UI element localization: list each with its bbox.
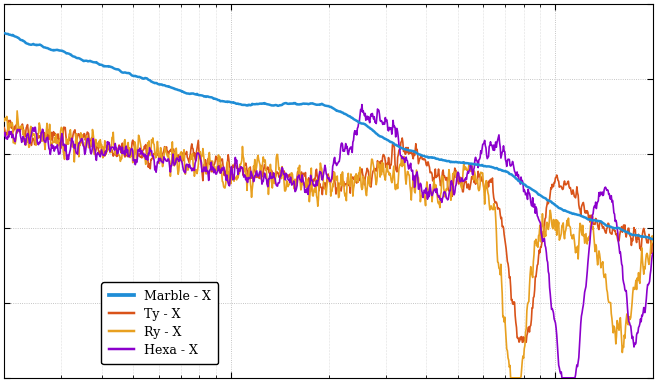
Ry - X: [0, 119, 8, 123]
Ty - X: [522, 340, 530, 345]
Hexa - X: [358, 102, 366, 107]
Ry - X: [13, 108, 21, 113]
Ty - X: [649, 241, 657, 246]
Ty - X: [6, 118, 14, 123]
Legend: Marble - X, Ty - X, Ry - X, Hexa - X: Marble - X, Ty - X, Ry - X, Hexa - X: [101, 282, 218, 364]
Hexa - X: [649, 251, 657, 256]
Ty - X: [0, 125, 8, 130]
Hexa - X: [286, 180, 294, 185]
Ry - X: [263, 182, 271, 186]
Hexa - X: [263, 177, 271, 181]
Hexa - X: [66, 147, 74, 152]
Marble - X: [286, 101, 294, 106]
Ry - X: [649, 235, 657, 240]
Ty - X: [518, 340, 526, 345]
Ty - X: [507, 284, 514, 288]
Hexa - X: [558, 376, 566, 380]
Line: Ty - X: Ty - X: [4, 120, 653, 342]
Ty - X: [446, 190, 454, 194]
Marble - X: [66, 52, 74, 57]
Ry - X: [519, 354, 527, 358]
Line: Hexa - X: Hexa - X: [4, 105, 653, 378]
Hexa - X: [518, 178, 526, 183]
Line: Marble - X: Marble - X: [4, 33, 653, 239]
Ry - X: [507, 376, 515, 380]
Line: Ry - X: Ry - X: [4, 111, 653, 378]
Marble - X: [649, 237, 657, 241]
Hexa - X: [0, 133, 8, 138]
Ry - X: [67, 135, 75, 139]
Ty - X: [67, 136, 75, 141]
Ry - X: [446, 186, 454, 191]
Ry - X: [507, 376, 514, 380]
Hexa - X: [446, 188, 454, 193]
Ry - X: [286, 176, 294, 181]
Hexa - X: [507, 164, 514, 168]
Marble - X: [506, 172, 514, 176]
Marble - X: [518, 181, 526, 185]
Marble - X: [0, 31, 8, 36]
Marble - X: [263, 102, 271, 106]
Marble - X: [648, 237, 656, 241]
Ty - X: [286, 173, 294, 177]
Ty - X: [263, 167, 271, 171]
Marble - X: [445, 159, 453, 163]
